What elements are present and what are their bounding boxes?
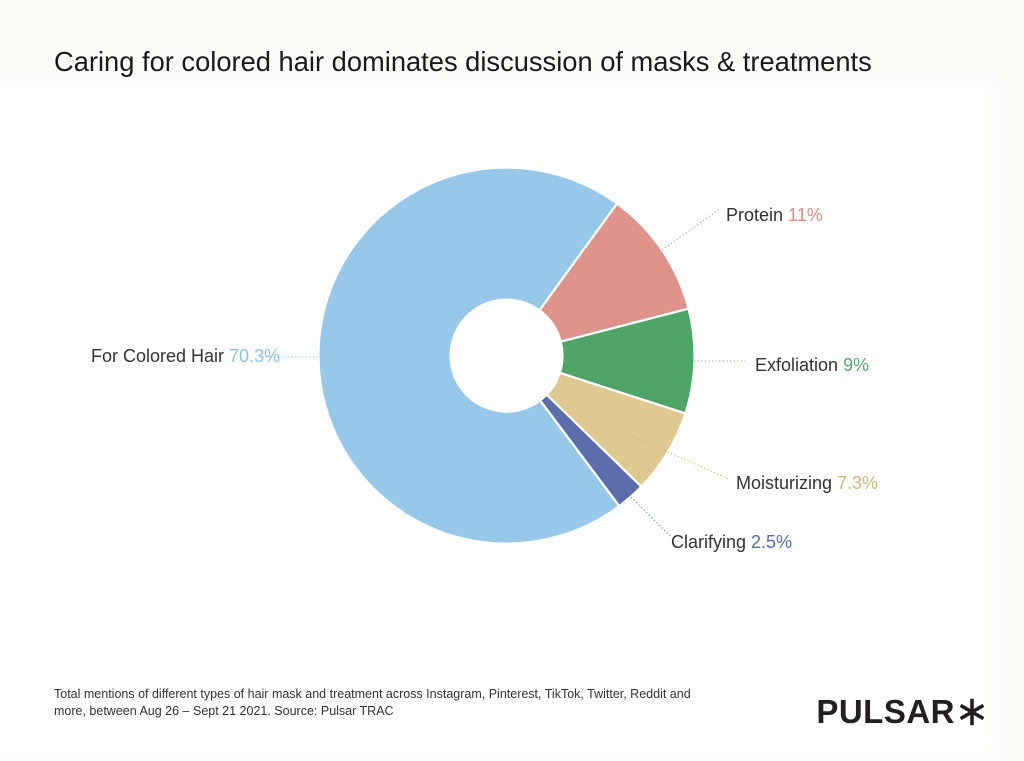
svg-text:For Colored Hair 70.3%: For Colored Hair 70.3% (91, 346, 280, 366)
svg-text:Moisturizing 7.3%: Moisturizing 7.3% (736, 473, 878, 493)
svg-text:Clarifying 2.5%: Clarifying 2.5% (671, 532, 792, 552)
svg-text:Protein 11%: Protein 11% (726, 205, 823, 225)
svg-text:Exfoliation 9%: Exfoliation 9% (755, 355, 869, 375)
